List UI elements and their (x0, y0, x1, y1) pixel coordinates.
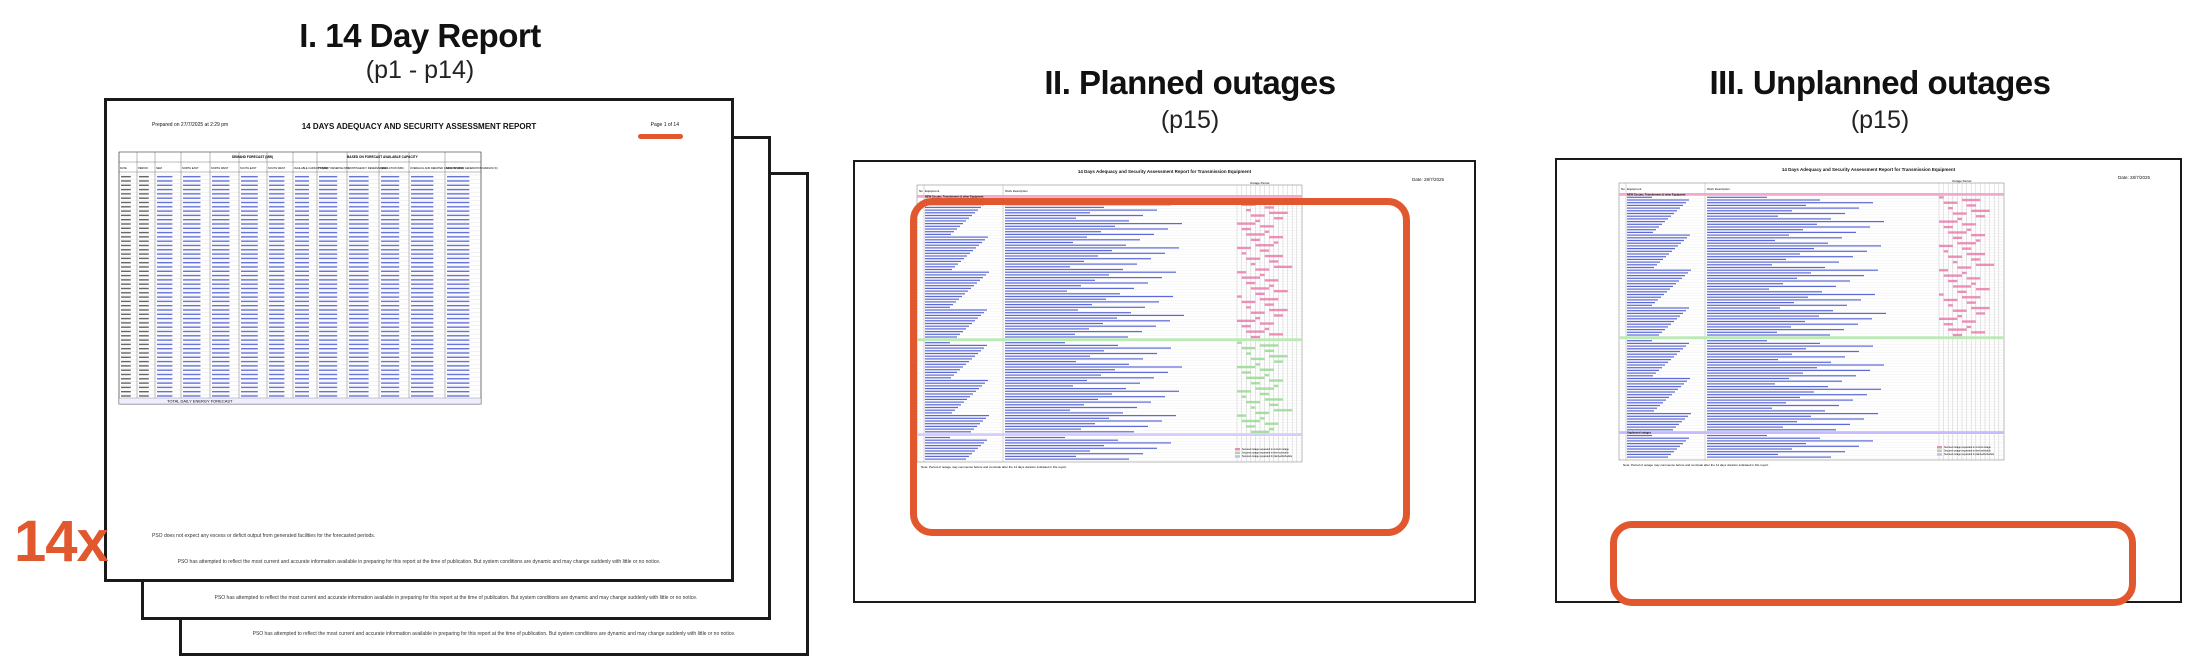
report-column-header: AVAILABLE CAPACITY (MW) (294, 166, 328, 170)
report-column-header: SOUTH WEST (268, 166, 286, 170)
section-subtitle-planned-outages: (p15) (1160, 106, 1220, 134)
report-prepared-date: Prepared on 27/7/2025 at 2:29 pm (152, 122, 229, 128)
outage-legend-item: Secured outage requested in sleet schedu… (1242, 452, 1289, 455)
outage-page-date: Date: 28/7/2025 (2117, 175, 2150, 180)
report-column-header: SOUTH EAST (240, 166, 257, 170)
report-table-grid: TOTAL DAILY ENERGY FORECAST DEMAND FORECA… (118, 151, 498, 405)
outage-header-work: Work Description (1707, 187, 1730, 191)
unplanned-outages-highlight (1610, 521, 2136, 606)
report-title: 14 DAYS ADEQUACY AND SECURITY ASSESSMENT… (301, 122, 537, 131)
section-subtitle-14-day-report: (p1 - p14) (365, 56, 475, 84)
outage-table-grid: No Equipment Work Description Outage Period… (916, 181, 1303, 469)
outage-page-title: 14 Days Adequacy and Security Assessment… (1077, 169, 1252, 174)
report-page-front: Prepared on 27/7/2025 at 2:29 pm 14 DAYS… (104, 98, 734, 582)
report-column-header: NORTH WEST (211, 166, 229, 170)
report-column-header: DATE (120, 166, 127, 170)
section-subtitle-unplanned-outages: (p15) (1850, 106, 1910, 134)
report-table: TOTAL DAILY ENERGY FORECAST DEMAND FORECA… (118, 151, 498, 405)
outage-legend-item: Secured outage requested ln planned/sche… (1242, 455, 1293, 458)
report-footer-note: PSO has attempted to reflect the most cu… (214, 595, 698, 601)
report-column-header: NEW DEMAND GENERATION MARGIN (%) (446, 166, 498, 170)
report-total-row-label: TOTAL DAILY ENERGY FORECAST (167, 398, 233, 403)
outage-group-label: NEW Circuits, Transformers & other Equip… (925, 194, 984, 198)
report-column-header: CONTINGENCY RESERVE (MW) (348, 166, 387, 170)
outage-legend-item: Secured outage requested ln planned/sche… (1944, 453, 1995, 456)
outage-page-title: 14 Days Adequacy and Security Assessment… (1781, 167, 1956, 172)
report-count-badge: 14x (14, 509, 109, 574)
outage-header-period: Outage Period (1952, 179, 1972, 183)
report-header-demand: DEMAND FORECAST (MW) (232, 155, 273, 159)
section-title-14-day-report: I. 14 Day Report (299, 17, 541, 54)
outage-group-label: Unplanned outages (1627, 431, 1652, 435)
section-title-planned-outages: II. Planned outages (1044, 64, 1336, 101)
report-header-capacity: BASED ON FORECAST AVAILABLE CAPACITY (347, 155, 419, 159)
outage-table-grid: No Equipment Work Description Outage Period… (1618, 179, 2005, 467)
report-footer-note: PSO has attempted to reflect the most cu… (252, 631, 736, 637)
outage-page-date: Date: 28/7/2025 (1411, 177, 1444, 182)
outage-header-equipment: Equipment (925, 189, 940, 193)
report-column-header: NORTH EAST (182, 166, 199, 170)
report-column-header: PRIMARY RESERVE (MW) (318, 166, 350, 170)
outage-header-no: No (919, 189, 923, 193)
unplanned-outages-page: 14 Days Adequacy and Security Assessment… (1555, 158, 2182, 603)
report-column-header: NEM (156, 166, 162, 170)
outage-legend-item: Secured outage requested in current outa… (1242, 448, 1289, 451)
outage-header-period: Outage Period (1250, 181, 1270, 185)
outage-note: Note: Period of outage may commence befo… (1623, 463, 1769, 467)
section-title-unplanned-outages: III. Unplanned outages (1709, 64, 2051, 101)
page-label-highlight (638, 134, 683, 139)
planned-outages-highlight (910, 198, 1410, 536)
outage-header-work: Work Description (1005, 189, 1028, 193)
report-column-header: REGULATION (MW) (380, 166, 404, 170)
outage-legend-item: Secured outage requested in sleet schedu… (1944, 450, 1991, 453)
report-column-header: PERIOD (138, 166, 148, 170)
report-column-header: OVERHAUL AND DERATED CAPACITY (MW) (410, 166, 464, 170)
outage-header-no: No (1621, 187, 1625, 191)
outage-note: Note: Period of outage may commence befo… (921, 465, 1067, 469)
report-footer-note-excess: PSO does not expect any excess or defici… (152, 533, 376, 539)
outage-group-label: NEW Circuits, Transformers & other Equip… (1627, 192, 1686, 196)
outage-legend-item: Secured outage requested in current outa… (1944, 446, 1991, 449)
report-page-label: Page 1 of 14 (650, 122, 679, 128)
report-footer-note-disclaimer: PSO has attempted to reflect the most cu… (177, 559, 661, 565)
planned-outage-table: No Equipment Work Description Outage Period… (916, 181, 1303, 469)
outage-header-equipment: Equipment (1627, 187, 1642, 191)
unplanned-outage-table: No Equipment Work Description Outage Period… (1618, 179, 2005, 467)
